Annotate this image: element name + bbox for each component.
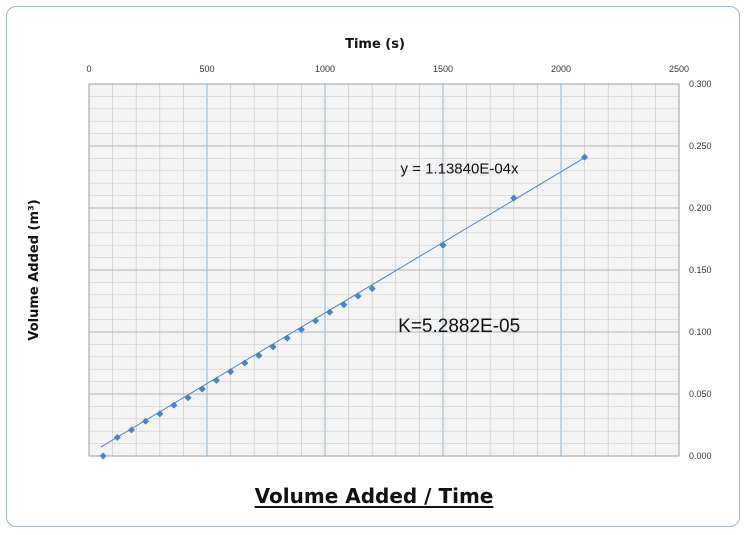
data-point bbox=[99, 452, 107, 460]
data-point bbox=[581, 153, 589, 161]
grid bbox=[88, 83, 680, 457]
data-point bbox=[127, 426, 136, 434]
annotations: y = 1.13840E-04x K=5.2882E-05 bbox=[398, 160, 520, 337]
chart-title: Volume Added / Time bbox=[254, 484, 494, 508]
x-tick-label: 500 bbox=[199, 64, 214, 74]
data-point bbox=[510, 194, 518, 202]
data-point bbox=[142, 417, 150, 425]
y-tick-label: 0.100 bbox=[689, 327, 712, 337]
y-tick-label: 0.000 bbox=[689, 451, 712, 461]
y-tick-label: 0.300 bbox=[689, 79, 712, 89]
data-point bbox=[439, 241, 447, 249]
data-point bbox=[340, 301, 348, 309]
chart-annotation: y = 1.13840E-04x bbox=[401, 160, 520, 177]
data-point bbox=[326, 308, 334, 316]
chart-annotation: K=5.2882E-05 bbox=[398, 316, 520, 337]
y-tick-label: 0.250 bbox=[689, 141, 712, 151]
data-point bbox=[283, 334, 291, 342]
y-tick-label: 0.200 bbox=[689, 203, 712, 213]
data-points bbox=[99, 153, 589, 460]
x-tick-label: 2500 bbox=[669, 64, 689, 74]
data-point bbox=[241, 359, 249, 367]
plot-border bbox=[88, 83, 680, 457]
data-point bbox=[170, 401, 178, 409]
data-point bbox=[113, 433, 121, 441]
y-tick-label: 0.050 bbox=[689, 389, 712, 399]
x-tick-label: 2000 bbox=[551, 64, 571, 74]
data-point bbox=[269, 343, 277, 351]
y-axis-title: Volume Added (m³) bbox=[27, 199, 42, 340]
x-axis-title: Time (s) bbox=[345, 37, 405, 52]
data-point bbox=[297, 325, 305, 334]
data-point bbox=[227, 368, 235, 376]
x-tick-label: 1500 bbox=[433, 64, 453, 74]
data-point bbox=[156, 410, 164, 418]
data-point bbox=[198, 385, 206, 393]
data-point bbox=[312, 317, 320, 325]
data-point bbox=[184, 394, 192, 402]
x-axis-ticks: 0 500 1000 1500 2000 2500 bbox=[86, 64, 689, 74]
x-tick-label: 1000 bbox=[315, 64, 335, 74]
data-point bbox=[212, 376, 220, 384]
y-tick-label: 0.150 bbox=[689, 265, 712, 275]
y-axis-ticks: 0.000 0.050 0.100 0.150 0.200 0.250 0.300 bbox=[689, 79, 712, 461]
data-point bbox=[354, 292, 362, 300]
x-tick-label: 0 bbox=[86, 64, 91, 74]
data-point bbox=[368, 285, 376, 293]
data-point bbox=[255, 352, 263, 360]
